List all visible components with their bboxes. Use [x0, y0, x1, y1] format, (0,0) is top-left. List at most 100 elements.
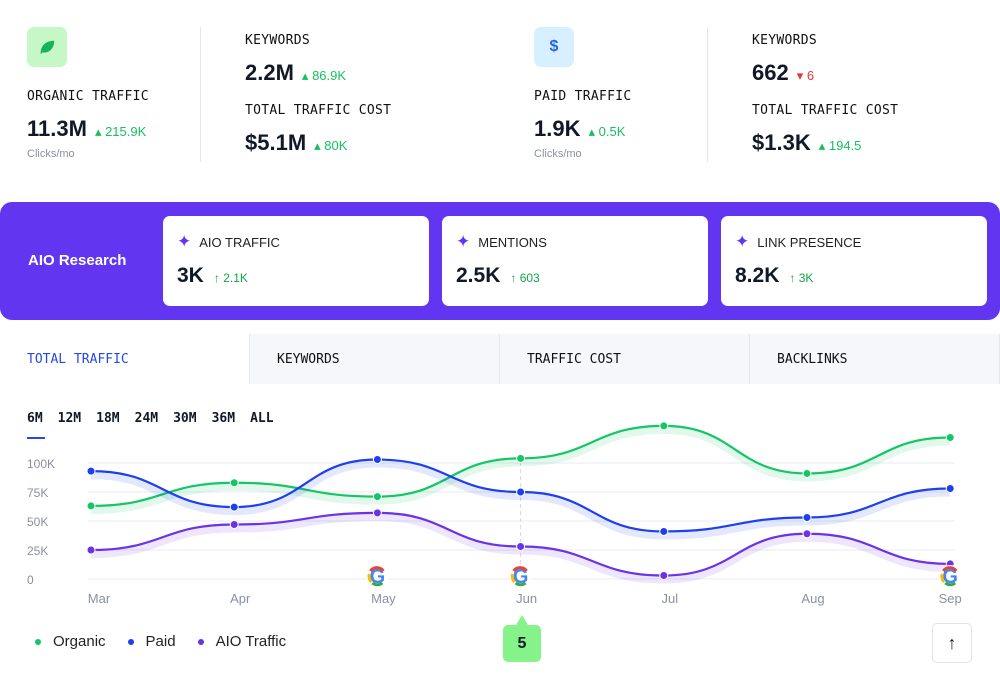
tab-traffic-cost[interactable]: TRAFFIC COST	[500, 334, 750, 384]
legend-dot-icon	[35, 639, 41, 646]
data-point[interactable]	[659, 526, 669, 536]
range-18m[interactable]: 18M	[96, 411, 120, 426]
aio-card-delta: ↑ 3K	[789, 271, 814, 285]
traffic-delta: ▴ 0.5K	[588, 124, 626, 139]
data-point[interactable]	[659, 571, 669, 581]
aio-card-delta: ↑ 603	[510, 271, 540, 285]
traffic-chart: 0 25K 50K 75K 100K Mar Apr May Jun Jul Aug Sep G G G	[27, 421, 962, 606]
range-all[interactable]: ALL	[250, 411, 274, 426]
tab-keywords[interactable]: KEYWORDS	[250, 334, 500, 384]
sparkle-icon: ✦	[456, 232, 471, 251]
range-36m[interactable]: 36M	[211, 411, 236, 426]
data-point[interactable]	[802, 513, 812, 523]
x-tick-label: Apr	[230, 591, 251, 606]
legend-dot-icon	[197, 639, 204, 646]
divider	[200, 27, 201, 162]
keywords-label: KEYWORDS	[245, 33, 311, 48]
aio-card-value: 3K	[177, 264, 204, 287]
data-point[interactable]	[229, 478, 239, 488]
aio-card[interactable]: ✦ LINK PRESENCE 8.2K ↑ 3K	[721, 216, 987, 306]
range-30m[interactable]: 30M	[173, 411, 197, 426]
data-point[interactable]	[229, 502, 239, 512]
data-point[interactable]	[945, 432, 955, 442]
y-tick-label: 50K	[27, 515, 48, 529]
legend-item[interactable]: AIO Traffic	[197, 633, 286, 650]
range-selector: 6M 12M 18M 24M 30M 36M ALL	[27, 411, 274, 426]
legend-dot-icon	[127, 639, 134, 646]
x-tick-label: Jul	[661, 591, 678, 606]
divider	[707, 27, 708, 162]
data-point[interactable]	[86, 545, 96, 555]
data-point[interactable]	[372, 508, 382, 518]
cost-label: TOTAL TRAFFIC COST	[752, 103, 899, 118]
x-tick-label: Sep	[939, 591, 962, 606]
aio-title: AIO Research	[28, 252, 127, 269]
aio-card-label: MENTIONS	[478, 234, 547, 250]
traffic-unit: Clicks/mo	[27, 148, 75, 160]
aio-card-value: 2.5K	[456, 264, 501, 287]
cost-delta: ▴ 194.5	[818, 138, 862, 153]
dollar-icon: $	[534, 27, 574, 67]
google-icon[interactable]: G	[939, 565, 962, 588]
sparkle-icon: ✦	[735, 232, 750, 251]
update-count: 5	[503, 625, 541, 662]
data-point[interactable]	[516, 542, 526, 552]
aio-card-label: LINK PRESENCE	[757, 234, 862, 250]
keywords-label: KEYWORDS	[752, 33, 818, 48]
keywords-delta: ▴ 86.9K	[301, 68, 347, 83]
data-point[interactable]	[802, 529, 812, 539]
cost-delta: ▴ 80K	[314, 138, 348, 153]
data-point[interactable]	[945, 484, 955, 494]
leaf-icon	[27, 27, 67, 67]
keywords-value: 662	[752, 60, 789, 85]
traffic-unit: Clicks/mo	[534, 148, 582, 160]
traffic-label: ORGANIC TRAFFIC	[27, 89, 149, 104]
data-point[interactable]	[516, 487, 526, 497]
range-24m[interactable]: 24M	[134, 411, 159, 426]
aio-research-banner: AIO Research ✦ AIO TRAFFIC 3K ↑ 2.1K ✦ MENT…	[0, 202, 1000, 320]
x-tick-label: May	[371, 591, 396, 606]
aio-card-value: 8.2K	[735, 264, 780, 287]
data-point[interactable]	[86, 466, 96, 476]
metric-tabs: TOTAL TRAFFIC KEYWORDS TRAFFIC COST BACKLIN…	[0, 334, 1000, 384]
legend-item[interactable]: Organic	[35, 633, 106, 650]
cost-value: $5.1M	[245, 130, 307, 155]
legend-item[interactable]: Paid	[127, 633, 176, 650]
range-active-indicator	[27, 437, 45, 439]
data-point[interactable]	[229, 519, 239, 529]
google-icon[interactable]: G	[366, 565, 389, 588]
data-point[interactable]	[372, 492, 382, 502]
range-6m[interactable]: 6M	[27, 411, 43, 426]
y-tick-label: 100K	[27, 457, 55, 471]
tab-total-traffic[interactable]: TOTAL TRAFFIC	[0, 334, 250, 384]
range-12m[interactable]: 12M	[57, 411, 82, 426]
arrow-up-icon: ↑	[947, 632, 957, 653]
aio-card-label: AIO TRAFFIC	[199, 234, 280, 250]
cost-value: $1.3K	[752, 130, 811, 155]
data-point[interactable]	[86, 501, 96, 511]
aio-card[interactable]: ✦ AIO TRAFFIC 3K ↑ 2.1K	[163, 216, 429, 306]
aio-card[interactable]: ✦ MENTIONS 2.5K ↑ 603	[442, 216, 708, 306]
y-tick-label: 25K	[27, 544, 48, 558]
icon-glyph: $	[549, 38, 559, 55]
data-point[interactable]	[372, 455, 382, 465]
traffic-value: 11.3M	[27, 116, 87, 141]
data-point[interactable]	[516, 453, 526, 463]
cost-label: TOTAL TRAFFIC COST	[245, 103, 392, 118]
data-point[interactable]	[802, 468, 812, 478]
x-tick-label: Jun	[516, 591, 537, 606]
x-tick-label: Aug	[801, 591, 824, 606]
tab-backlinks[interactable]: BACKLINKS	[750, 334, 1000, 384]
x-tick-label: Mar	[88, 591, 111, 606]
scroll-top-button[interactable]: ↑	[932, 623, 972, 663]
traffic-delta: ▴ 215.9K	[94, 124, 147, 139]
aio-card-delta: ↑ 2.1K	[213, 271, 248, 285]
data-point[interactable]	[659, 421, 669, 431]
keywords-delta: ▾ 6	[796, 68, 815, 83]
keywords-value: 2.2M	[245, 60, 294, 85]
sparkle-icon: ✦	[177, 232, 192, 251]
google-icon[interactable]: G	[509, 565, 532, 588]
update-tooltip[interactable]: 5	[503, 615, 541, 662]
traffic-value: 1.9K	[534, 116, 581, 141]
y-tick-label: 0	[27, 573, 34, 587]
